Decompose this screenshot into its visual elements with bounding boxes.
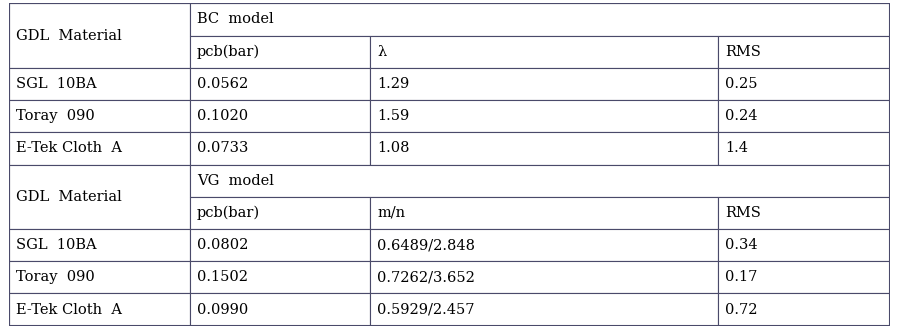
Text: 0.0990: 0.0990 xyxy=(197,303,248,316)
Text: 0.1020: 0.1020 xyxy=(197,109,248,123)
Text: pcb(bar): pcb(bar) xyxy=(197,44,260,59)
Text: BC  model: BC model xyxy=(197,13,273,26)
Text: 0.5929/2.457: 0.5929/2.457 xyxy=(378,303,475,316)
Bar xyxy=(718,293,890,326)
Text: 0.1502: 0.1502 xyxy=(197,270,247,284)
Bar xyxy=(370,132,718,164)
Text: 0.17: 0.17 xyxy=(725,270,758,284)
Text: E-Tek Cloth  A: E-Tek Cloth A xyxy=(16,141,122,155)
Bar xyxy=(718,68,890,100)
Bar xyxy=(190,261,370,293)
Bar xyxy=(190,229,370,261)
Text: VG  model: VG model xyxy=(197,174,273,188)
Text: RMS: RMS xyxy=(725,45,761,59)
Text: 0.24: 0.24 xyxy=(725,109,758,123)
Bar xyxy=(190,132,370,164)
Text: 0.7262/3.652: 0.7262/3.652 xyxy=(378,270,476,284)
Text: E-Tek Cloth  A: E-Tek Cloth A xyxy=(16,303,122,316)
Text: 0.6489/2.848: 0.6489/2.848 xyxy=(378,238,476,252)
Text: 0.25: 0.25 xyxy=(725,77,758,91)
Bar xyxy=(370,293,718,326)
Text: 0.34: 0.34 xyxy=(725,238,758,252)
Bar xyxy=(9,261,190,293)
Bar xyxy=(190,197,370,229)
Bar xyxy=(718,197,890,229)
Text: 1.29: 1.29 xyxy=(378,77,410,91)
Text: Toray  090: Toray 090 xyxy=(16,270,94,284)
Bar xyxy=(190,68,370,100)
Text: m/n: m/n xyxy=(378,206,405,220)
Text: 0.0562: 0.0562 xyxy=(197,77,248,91)
Bar xyxy=(370,261,718,293)
Bar xyxy=(718,229,890,261)
Bar xyxy=(370,197,718,229)
Bar xyxy=(190,36,370,68)
Text: SGL  10BA: SGL 10BA xyxy=(16,77,97,91)
Bar xyxy=(370,36,718,68)
Text: 0.72: 0.72 xyxy=(725,303,758,316)
Text: 1.4: 1.4 xyxy=(725,141,748,155)
Text: GDL  Material: GDL Material xyxy=(16,190,121,204)
Bar xyxy=(9,100,190,132)
Text: 1.08: 1.08 xyxy=(378,141,410,155)
Bar xyxy=(9,293,190,326)
Bar xyxy=(718,36,890,68)
Bar xyxy=(190,164,890,197)
Text: Toray  090: Toray 090 xyxy=(16,109,94,123)
Text: SGL  10BA: SGL 10BA xyxy=(16,238,97,252)
Bar xyxy=(370,100,718,132)
Bar xyxy=(9,68,190,100)
Bar xyxy=(9,229,190,261)
Bar xyxy=(9,132,190,164)
Bar xyxy=(718,100,890,132)
Text: λ: λ xyxy=(378,45,387,59)
Text: 0.0733: 0.0733 xyxy=(197,141,248,155)
Text: RMS: RMS xyxy=(725,206,761,220)
Bar xyxy=(9,3,190,68)
Bar xyxy=(370,229,718,261)
Text: pcb(bar): pcb(bar) xyxy=(197,206,260,220)
Text: 0.0802: 0.0802 xyxy=(197,238,248,252)
Bar xyxy=(9,164,190,229)
Bar xyxy=(370,68,718,100)
Bar xyxy=(190,100,370,132)
Text: GDL  Material: GDL Material xyxy=(16,29,121,42)
Bar xyxy=(190,293,370,326)
Text: 1.59: 1.59 xyxy=(378,109,410,123)
Bar xyxy=(718,261,890,293)
Bar xyxy=(190,3,890,36)
Bar xyxy=(718,132,890,164)
